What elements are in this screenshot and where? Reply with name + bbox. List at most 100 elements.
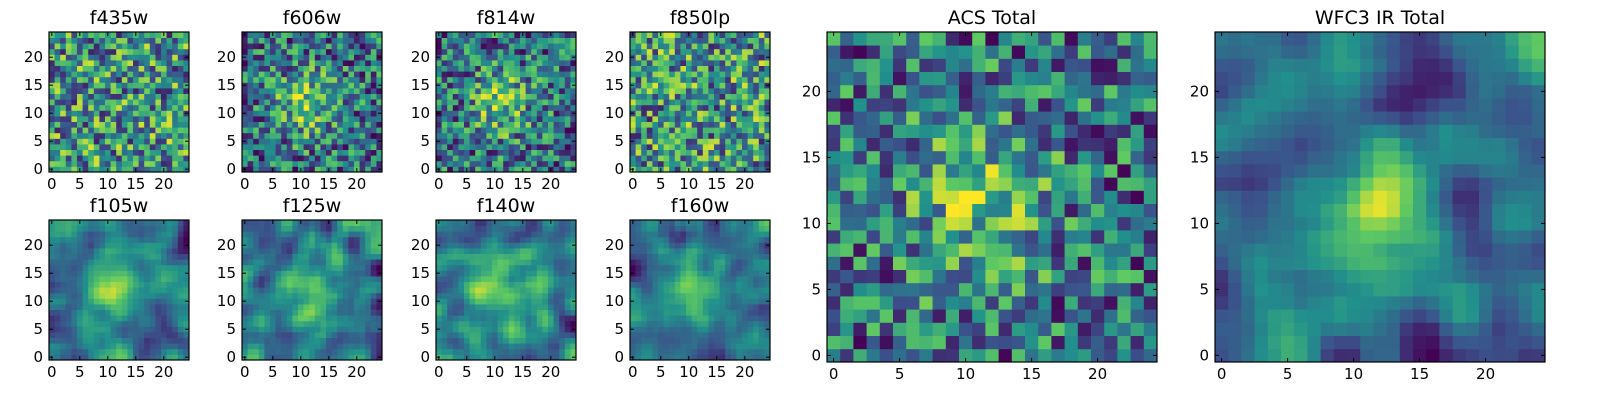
heatmap-cell: [121, 88, 128, 94]
heatmap-cell: [525, 276, 532, 282]
heatmap-cell: [680, 166, 687, 173]
heatmap-cell: [641, 99, 648, 106]
heatmap-cell: [669, 37, 676, 44]
heatmap-cell: [686, 43, 692, 50]
heatmap-cell: [172, 160, 179, 167]
x-tick-label: 15: [126, 363, 145, 381]
heatmap-cell: [242, 332, 248, 338]
heatmap-cell: [172, 343, 179, 350]
heatmap-cell: [564, 71, 571, 78]
heatmap-cell: [376, 48, 383, 55]
heatmap-cell: [719, 138, 726, 145]
heatmap-cell: [337, 121, 344, 128]
heatmap-cell: [116, 242, 123, 249]
heatmap-cell: [497, 43, 504, 50]
heatmap-cell: [570, 304, 577, 310]
heatmap-cell: [133, 48, 139, 55]
heatmap-cell: [531, 276, 538, 282]
y-tick-label: 15: [217, 76, 236, 94]
heatmap-cell: [354, 99, 360, 106]
heatmap-cell: [480, 132, 487, 139]
heatmap-cell: [172, 144, 179, 150]
heatmap-cell: [161, 309, 167, 316]
heatmap-cell: [475, 76, 482, 83]
heatmap-cell: [359, 304, 366, 310]
heatmap-cell: [77, 54, 83, 61]
heatmap-cell: [702, 37, 709, 44]
heatmap-cell: [121, 326, 128, 333]
heatmap-cell: [742, 304, 748, 310]
heatmap-cell: [508, 155, 515, 162]
heatmap-cell: [127, 326, 134, 333]
heatmap-cell: [531, 253, 538, 260]
heatmap-cell: [314, 76, 321, 83]
heatmap-cell: [77, 65, 83, 72]
heatmap-cell: [281, 220, 288, 226]
heatmap-cell: [641, 287, 648, 294]
heatmap-cell: [275, 71, 282, 78]
heatmap-cell: [247, 65, 254, 72]
heatmap-cell: [99, 65, 106, 72]
heatmap-cell: [264, 242, 271, 249]
heatmap-cell: [177, 110, 184, 117]
heatmap-cell: [82, 292, 89, 299]
heatmap-cell: [133, 348, 139, 355]
heatmap-cell: [161, 276, 167, 282]
heatmap-cell: [736, 54, 743, 61]
heatmap-cell: [166, 65, 173, 72]
heatmap-cell: [60, 292, 67, 299]
heatmap-cell: [480, 37, 487, 44]
heatmap-cell: [525, 110, 532, 117]
heatmap-cell: [508, 121, 515, 128]
heatmap-cell: [88, 292, 95, 299]
heatmap-cell: [548, 71, 554, 78]
heatmap-cell: [702, 48, 709, 55]
heatmap-cell: [242, 259, 248, 266]
heatmap-cell: [138, 304, 145, 310]
heatmap-cell: [714, 287, 720, 294]
heatmap-cell: [674, 337, 681, 344]
heatmap-cell: [127, 138, 134, 145]
heatmap-cell: [342, 220, 349, 226]
heatmap-cell: [65, 138, 72, 145]
heatmap-cell: [370, 132, 377, 139]
heatmap-cell: [492, 276, 498, 282]
heatmap-cell: [144, 292, 151, 299]
heatmap-cell: [492, 320, 498, 327]
heatmap-cell: [680, 304, 687, 310]
heatmap-cell: [714, 320, 720, 327]
heatmap-cell: [116, 320, 123, 327]
heatmap-cell: [60, 160, 67, 167]
heatmap-cell: [314, 287, 321, 294]
heatmap-cell: [630, 337, 636, 344]
heatmap-cell: [348, 287, 355, 294]
heatmap-cell: [764, 88, 771, 94]
heatmap-cell: [144, 236, 151, 243]
f435w-title: f435w: [90, 7, 149, 29]
heatmap-cell: [447, 287, 454, 294]
heatmap-cell: [708, 43, 715, 50]
heatmap-cell: [172, 71, 179, 78]
heatmap-cell: [138, 54, 145, 61]
heatmap-cell: [172, 110, 179, 117]
heatmap-cell: [71, 127, 78, 134]
heatmap-cell: [342, 276, 349, 282]
heatmap-cell: [65, 320, 72, 327]
heatmap-cell: [337, 281, 344, 288]
heatmap-cell: [708, 88, 715, 94]
heatmap-cell: [663, 71, 670, 78]
heatmap-cell: [497, 298, 504, 305]
heatmap-cell: [559, 225, 566, 232]
heatmap-cell: [105, 65, 111, 72]
heatmap-cell: [161, 281, 167, 288]
heatmap-cell: [292, 281, 299, 288]
heatmap-cell: [553, 315, 560, 322]
heatmap-cell: [674, 132, 681, 139]
heatmap-cell: [121, 71, 128, 78]
heatmap-cell: [354, 276, 360, 282]
heatmap-cell: [652, 82, 659, 89]
heatmap-cell: [669, 132, 676, 139]
heatmap-cell: [93, 54, 100, 61]
heatmap-cell: [559, 304, 566, 310]
heatmap-cell: [88, 160, 95, 167]
